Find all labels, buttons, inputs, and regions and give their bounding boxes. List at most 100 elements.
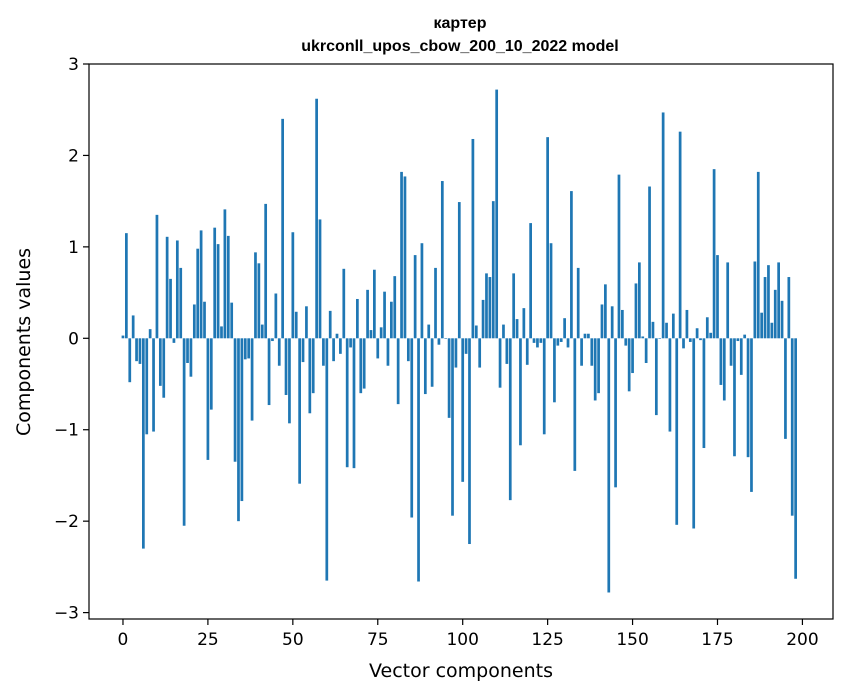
bar-0 bbox=[121, 335, 125, 339]
bar-19 bbox=[186, 338, 189, 363]
bar-33 bbox=[233, 338, 237, 462]
bar-127 bbox=[553, 338, 556, 403]
bar-136 bbox=[583, 333, 587, 339]
bar-157 bbox=[654, 338, 658, 416]
bar-4 bbox=[135, 338, 138, 362]
bar-117 bbox=[519, 338, 522, 446]
bar-63 bbox=[335, 333, 339, 339]
bar-49 bbox=[288, 338, 291, 424]
bar-177 bbox=[722, 338, 726, 401]
bar-45 bbox=[274, 293, 278, 339]
bar-146 bbox=[617, 174, 621, 339]
bar-23 bbox=[199, 230, 203, 339]
bar-40 bbox=[257, 263, 261, 339]
x-tick-label: 100 bbox=[446, 630, 478, 650]
bar-68 bbox=[352, 338, 356, 469]
bar-70 bbox=[359, 338, 363, 394]
bar-171 bbox=[702, 338, 706, 449]
bar-186 bbox=[753, 261, 757, 339]
plot-frame bbox=[88, 63, 834, 620]
bar-191 bbox=[770, 322, 774, 339]
bar-71 bbox=[362, 338, 366, 389]
bar-27 bbox=[213, 227, 217, 339]
x-tick-label: 25 bbox=[197, 630, 219, 650]
bar-180 bbox=[733, 338, 736, 457]
bar-99 bbox=[457, 202, 461, 339]
bar-166 bbox=[685, 309, 689, 339]
bar-161 bbox=[668, 338, 672, 432]
bar-25 bbox=[206, 338, 210, 460]
bar-113 bbox=[505, 338, 509, 364]
bar-46 bbox=[277, 338, 281, 366]
bar-168 bbox=[692, 338, 696, 529]
bar-80 bbox=[393, 276, 397, 339]
bar-89 bbox=[423, 338, 427, 395]
bar-103 bbox=[471, 138, 475, 339]
bar-34 bbox=[237, 338, 240, 522]
bar-102 bbox=[468, 338, 471, 545]
bar-36 bbox=[243, 338, 247, 360]
bar-101 bbox=[464, 338, 468, 354]
bar-190 bbox=[767, 265, 770, 339]
bar-195 bbox=[784, 338, 787, 439]
bar-174 bbox=[712, 169, 716, 339]
bar-9 bbox=[152, 338, 155, 432]
bar-95 bbox=[444, 338, 448, 339]
bar-130 bbox=[563, 318, 566, 339]
bar-42 bbox=[264, 203, 268, 339]
bar-78 bbox=[386, 338, 390, 366]
y-tick-label: 2 bbox=[68, 146, 79, 166]
bar-84 bbox=[406, 338, 410, 362]
bar-series bbox=[121, 89, 797, 593]
bar-163 bbox=[675, 338, 679, 525]
bar-13 bbox=[165, 236, 169, 339]
bar-100 bbox=[461, 338, 465, 482]
bar-140 bbox=[597, 338, 600, 394]
bar-14 bbox=[169, 278, 172, 339]
bar-175 bbox=[716, 255, 719, 339]
bar-67 bbox=[349, 338, 352, 348]
bar-194 bbox=[780, 300, 784, 339]
bar-79 bbox=[390, 301, 393, 339]
bar-151 bbox=[634, 283, 638, 339]
bar-148 bbox=[624, 338, 628, 346]
bar-173 bbox=[709, 332, 713, 339]
bar-124 bbox=[542, 338, 546, 435]
y-tick-label: 0 bbox=[68, 329, 79, 349]
bar-32 bbox=[230, 302, 234, 339]
bar-114 bbox=[508, 338, 512, 501]
bar-109 bbox=[491, 201, 495, 339]
bar-162 bbox=[671, 313, 675, 339]
bar-122 bbox=[536, 338, 539, 348]
bar-134 bbox=[576, 267, 580, 339]
bar-76 bbox=[379, 327, 383, 339]
bar-184 bbox=[746, 338, 750, 458]
x-tick-label: 75 bbox=[367, 630, 389, 650]
bar-37 bbox=[247, 338, 251, 359]
x-tick-label: 175 bbox=[701, 630, 733, 650]
bar-106 bbox=[481, 299, 485, 339]
bar-44 bbox=[271, 338, 274, 342]
bar-155 bbox=[648, 186, 651, 339]
bar-2 bbox=[128, 338, 132, 383]
bar-145 bbox=[614, 338, 617, 488]
bar-38 bbox=[250, 338, 254, 421]
y-axis-ticks: 3 2 1 0 −1 −2 −3 bbox=[54, 55, 89, 624]
chart-subtitle: ukrconll_upos_cbow_200_10_2022 model bbox=[301, 38, 618, 55]
bar-24 bbox=[203, 301, 206, 339]
bar-147 bbox=[621, 309, 624, 339]
bar-55 bbox=[308, 338, 312, 414]
bar-138 bbox=[590, 338, 594, 366]
bar-137 bbox=[587, 333, 590, 339]
bar-56 bbox=[311, 338, 315, 394]
bar-12 bbox=[162, 338, 166, 398]
bar-87 bbox=[417, 338, 420, 582]
bar-61 bbox=[328, 310, 332, 339]
bar-112 bbox=[502, 324, 505, 339]
bar-1 bbox=[125, 233, 128, 339]
bar-93 bbox=[437, 338, 441, 345]
bar-8 bbox=[148, 329, 152, 339]
bar-133 bbox=[573, 338, 577, 471]
x-axis-label: Vector components bbox=[369, 660, 553, 682]
